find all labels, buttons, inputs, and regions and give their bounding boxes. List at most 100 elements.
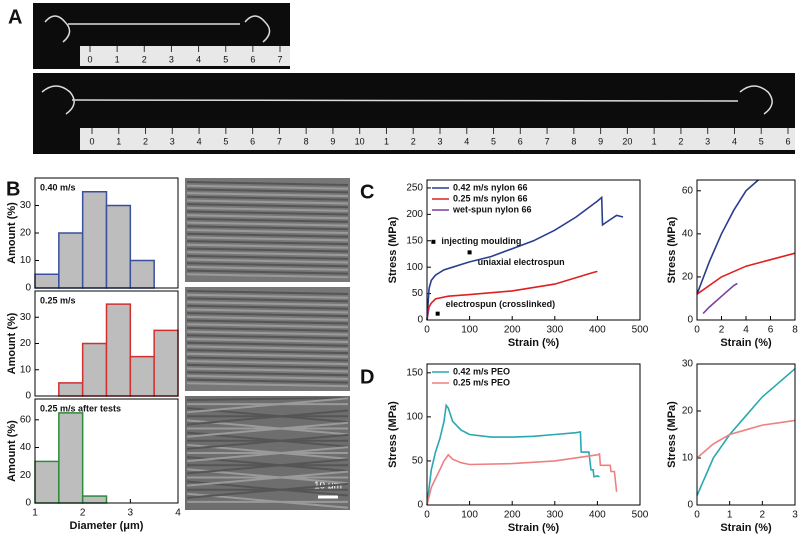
panel-label: B xyxy=(6,178,20,200)
bar xyxy=(105,204,132,289)
y-tick-label: 0 xyxy=(25,498,31,509)
sem-fiber xyxy=(186,236,349,242)
bar xyxy=(58,412,84,504)
y-tick-label: 150 xyxy=(406,235,423,246)
ruler-label: 20 xyxy=(622,136,632,146)
plot-frame xyxy=(696,363,796,506)
y-tick-label: 20 xyxy=(20,470,32,481)
ruler-label: 9 xyxy=(598,136,603,146)
line-series xyxy=(426,452,618,506)
y-axis-title: Stress (MPa) xyxy=(666,401,678,468)
ruler-label: 4 xyxy=(464,136,469,146)
point xyxy=(467,250,472,255)
ruler-label: 0 xyxy=(89,136,94,146)
y-axis-title: Stress (MPa) xyxy=(666,216,678,283)
ruler-label: 4 xyxy=(196,54,201,64)
bar xyxy=(34,273,60,289)
sem-fiber xyxy=(186,374,349,380)
x-tick-label: 8 xyxy=(792,325,798,336)
bar xyxy=(81,342,108,397)
x-tick-label: 500 xyxy=(632,325,649,336)
ruler-label: 7 xyxy=(277,54,282,64)
sem-fiber xyxy=(186,290,349,295)
x-tick-label: 2 xyxy=(719,325,725,336)
sem-fiber xyxy=(186,254,349,260)
sem-fiber xyxy=(186,269,349,275)
legend-label: 0.25 m/s PEO xyxy=(453,377,510,387)
y-tick-label: 150 xyxy=(406,367,423,378)
x-axis-title: Diameter (μm) xyxy=(70,520,144,532)
sem-fiber xyxy=(186,378,349,384)
x-tick-label: 300 xyxy=(546,510,563,521)
sem-fiber xyxy=(186,273,349,279)
bar xyxy=(129,355,155,397)
ruler-label: 2 xyxy=(411,136,416,146)
sem-fiber xyxy=(186,458,349,475)
bar xyxy=(81,495,108,504)
x-tick-label: 400 xyxy=(589,510,606,521)
sem-fiber xyxy=(186,297,349,303)
sem-fiber xyxy=(186,312,349,318)
x-tick-label: 1 xyxy=(727,510,733,521)
x-tick-label: 4 xyxy=(175,508,181,519)
x-axis-title: Strain (%) xyxy=(720,337,772,349)
sem-fiber xyxy=(186,243,349,249)
sem-fiber xyxy=(186,360,349,366)
x-tick-label: 4 xyxy=(743,325,749,336)
y-tick-label: 40 xyxy=(682,228,694,239)
sem-fiber xyxy=(186,199,349,205)
ruler-label: 1 xyxy=(384,136,389,146)
y-tick-label: 30 xyxy=(682,359,694,370)
sem-fiber xyxy=(186,221,349,227)
sem-fiber xyxy=(186,349,349,355)
bar xyxy=(58,382,84,397)
line-series xyxy=(696,368,796,496)
x-tick-label: 0 xyxy=(424,325,430,336)
y-tick-label: 0 xyxy=(25,391,31,402)
sem-fiber xyxy=(186,232,349,238)
ruler-label: 6 xyxy=(518,136,523,146)
y-tick-label: 60 xyxy=(682,185,694,196)
y-tick-label: 0 xyxy=(417,315,423,326)
sem-fiber xyxy=(186,304,349,310)
ruler-label: 8 xyxy=(571,136,576,146)
ruler-label: 5 xyxy=(491,136,496,146)
ruler-label: 6 xyxy=(250,136,255,146)
line-series xyxy=(702,282,738,315)
y-axis-title: Amount (%) xyxy=(6,312,18,374)
sem-fiber xyxy=(186,229,349,234)
ruler-label: 6 xyxy=(785,136,790,146)
sem-fiber xyxy=(186,240,349,246)
sem-fiber xyxy=(186,184,349,190)
sem-fiber xyxy=(186,225,349,231)
ruler-label: 4 xyxy=(732,136,737,146)
ruler-label: 5 xyxy=(759,136,764,146)
sem-fiber xyxy=(186,338,349,343)
sem-fiber xyxy=(186,301,349,307)
hist-label: 0.40 m/s xyxy=(40,182,76,192)
x-tick-label: 3 xyxy=(128,508,134,519)
ruler-label: 7 xyxy=(545,136,550,146)
sem-fiber xyxy=(186,181,349,186)
x-tick-label: 0 xyxy=(694,325,700,336)
y-tick-label: 100 xyxy=(406,412,423,423)
y-tick-label: 100 xyxy=(406,262,423,273)
line-series xyxy=(696,179,759,295)
panel-label: C xyxy=(360,181,374,203)
sem-fiber xyxy=(186,409,349,426)
sem-fiber xyxy=(186,192,349,198)
point xyxy=(431,239,436,244)
y-tick-label: 0 xyxy=(687,315,693,326)
y-tick-label: 10 xyxy=(20,364,32,375)
sem-fiber xyxy=(186,262,349,268)
sem-fiber xyxy=(186,188,349,194)
x-tick-label: 100 xyxy=(461,325,478,336)
bar xyxy=(105,303,132,397)
y-tick-label: 0 xyxy=(25,283,31,294)
sem-fiber xyxy=(186,446,349,463)
ruler-label: 8 xyxy=(304,136,309,146)
ruler-label: 5 xyxy=(223,54,228,64)
ruler-label: 2 xyxy=(142,54,147,64)
y-tick-label: 30 xyxy=(20,200,32,211)
